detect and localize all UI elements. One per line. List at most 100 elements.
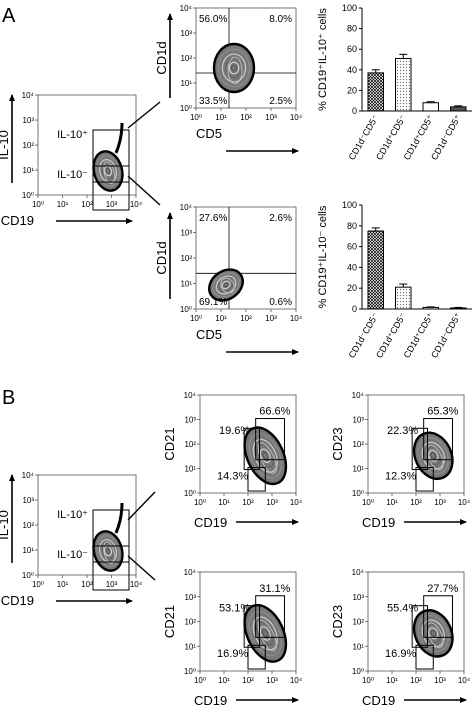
b-gate-x-tick-label: 10¹ [57,580,69,589]
b-cd23-neg-y-tick-label: 10¹ [352,642,364,651]
a-gate-contour-ring [95,154,121,188]
b-cd21-pos-gate-value-mid: 19.6% [219,425,250,437]
b-cd23-pos-contour-ring [430,452,437,460]
b-gate-contour-ring [92,530,124,572]
b-cd21-pos-y-tick-label: 10¹ [184,465,196,474]
b-gate-contour-ring [95,534,121,568]
a-gate-y-tick-label: 10¹ [22,166,34,175]
a-bar-neg-bar [422,306,439,310]
b-gate-y-tick-label: 10² [22,521,34,530]
a-bar-pos-y-tick-label: 40 [347,65,357,75]
b-cd23-pos-gate-low [415,467,434,492]
b-cd23-neg-y-tick-label: 10⁰ [352,667,364,676]
a-quad-neg-y-tick-label: 10⁰ [180,305,192,314]
a-quad-pos-contour-ring [212,42,256,94]
b-cd21-neg-gate-value-low: 16.9% [217,648,248,660]
a-quad-neg-contour [208,268,244,302]
b-cd23-pos-gate-upper [423,418,453,461]
a-quad-pos-x-tick-label: 10² [240,113,252,122]
b-cd21-neg-x-tick-label: 10⁰ [194,676,206,685]
b-cd23-pos-y-tick-label: 10⁰ [352,489,364,498]
b-cd21-neg-y-tick-label: 10⁰ [184,667,196,676]
a-quad-neg-contour-ring [220,277,235,294]
a-quad-pos-x-tick-label: 10⁴ [290,113,303,122]
a-bar-neg-y-tick-label: 60 [347,242,357,252]
a-quad-pos-contour-ring [231,64,237,72]
a-bar-neg-bar [395,286,412,310]
a-gate-y-tick-label: 10² [22,141,34,150]
a-quad-pos-q-bottom-right: 2.5% [269,96,292,107]
a-gate-y-tick-label: 10³ [22,116,34,125]
a-gate-x-label: CD19 [1,213,34,228]
panel-label-b: B [2,387,15,409]
b-cd21-neg-contour [243,603,288,663]
b-cd21-neg-contour-ring [257,620,277,652]
a-quad-neg-contour-ring [221,280,231,290]
a-quad-pos-q-bottom-left: 33.5% [199,96,227,107]
b-cd23-neg-x-tick-label: 10² [410,676,422,685]
a-bar-pos-bar [395,57,412,112]
b-gate-contour-ring [103,541,116,564]
b-cd23-neg-gate-low [415,644,434,670]
b-cd23-neg-gate-upper [423,595,453,638]
a-quad-pos-x-tick-label: 10³ [265,113,277,122]
b-cd21-neg-gate-value-upper: 31.1% [259,583,290,595]
b-gate-y-label: IL-10 [0,510,11,540]
b-cd23-pos-x-tick-label: 10¹ [386,498,398,507]
b-cd21-pos-contour-ring [257,442,277,474]
b-cd23-pos-x-tick-label: 10⁰ [362,498,374,507]
a-gate-contour-tail [114,122,124,154]
a-gate-x-tick-label: 10² [81,200,93,209]
a-gate-x-tick-label: 10³ [106,200,118,209]
a-gate-x-tick-label: 10¹ [57,200,69,209]
b-gate-contour-ring [105,548,111,554]
b-cd21-pos-y-label: CD21 [162,427,177,460]
a-quad-pos-y-tick-label: 10¹ [180,79,192,88]
b-cd21-pos-gate-upper [255,418,285,461]
b-gate-gate-pos [92,509,130,563]
b-cd23-pos-gate-value-low: 12.3% [385,470,416,482]
b-cd21-pos-x-label: CD19 [194,515,227,530]
a-quad-neg-y-tick-label: 10¹ [180,280,192,289]
a-quad-neg-x-tick-label: 10⁴ [290,314,303,323]
b-gate-y-tick-label: 10⁴ [22,471,35,480]
b-cd23-neg-x-tick-label: 10⁴ [458,676,471,685]
b-cd21-pos-x-tick-label: 10⁴ [290,498,303,507]
a-quad-neg-contour-ring [223,282,229,288]
a-gate-y-label: IL-10 [0,130,11,160]
b-cd23-pos-y-tick-label: 10¹ [352,465,364,474]
b-cd23-pos-contour-ring [428,449,439,462]
a-quad-neg-q-top-left: 27.6% [199,213,227,224]
a-gate-y-tick-label: 10⁴ [22,91,35,100]
a-bar-pos-y-label: % CD19⁺IL-10⁺ cells [317,8,329,111]
b-cd21-pos-contour-ring [259,448,271,464]
b-gate-y-tick-label: 10¹ [22,546,34,555]
b-cd21-neg-gate-mid [243,605,261,648]
b-cd21-pos-gate-low [247,467,266,492]
b-cd23-pos-x-tick-label: 10² [410,498,422,507]
a-quad-neg-q-bottom-right: 0.6% [269,297,292,308]
b-cd21-neg-x-tick-label: 10² [242,676,254,685]
a-quad-pos-x-label: CD5 [196,126,222,141]
b-cd23-pos-gate-value-mid: 22.3% [387,425,418,437]
a-bar-neg-bar [450,307,467,310]
a-quad-neg-q-top-right: 2.6% [269,213,292,224]
b-cd21-pos-x-tick-label: 10³ [266,498,278,507]
a-quad-neg-y-label: CD1d [154,241,169,274]
a-quad-pos-y-tick-label: 10² [180,54,192,63]
a-quad-neg-x-label: CD5 [196,327,222,342]
a-quad-neg-x-tick-label: 10¹ [215,314,227,323]
a-gate-gate-neg [92,165,130,211]
b-cd23-pos-contour-ring [426,444,444,471]
b-cd23-pos-x-tick-label: 10³ [434,498,446,507]
a-bar-neg-bar [367,230,384,310]
a-gate-contour-ring [105,168,111,174]
b-cd21-neg-y-label: CD21 [162,605,177,638]
b-cd23-neg-contour-ring [428,627,439,640]
a-quad-pos-y-tick-label: 10³ [180,29,192,38]
b-gate-gate-pos-label: IL-10⁺ [57,509,88,521]
b-cd23-pos-y-tick-label: 10² [352,440,364,449]
b-gate-y-tick-label: 10³ [22,496,34,505]
a-bar-pos-y-tick-label: 60 [347,44,357,54]
